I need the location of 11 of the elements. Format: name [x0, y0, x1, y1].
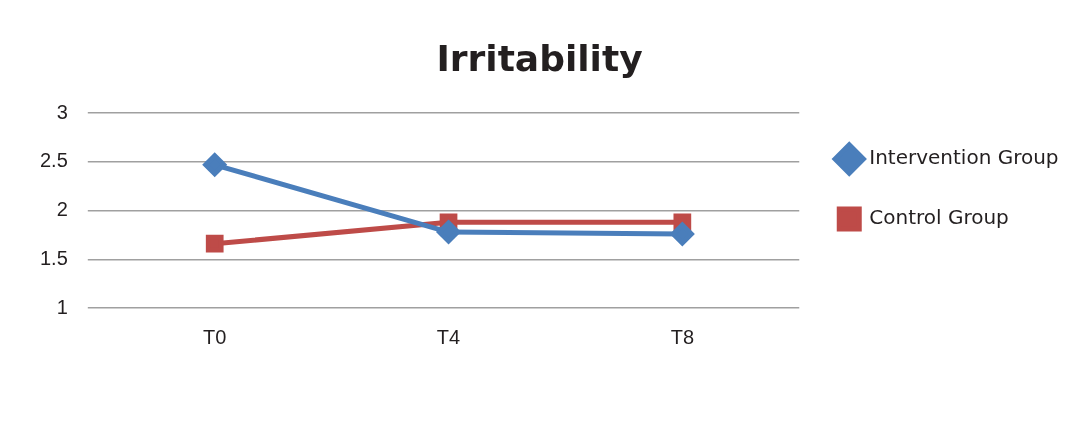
legend-label: Control Group	[869, 205, 1009, 230]
y-tick-label: 3	[56, 100, 68, 123]
x-tick-label: T0	[203, 325, 227, 348]
x-tick-label: T4	[436, 325, 461, 348]
chart-title: Irritability	[436, 37, 643, 79]
legend-label: Intervention Group	[869, 145, 1059, 170]
y-tick-label: 2	[56, 198, 68, 221]
y-tick-label: 1.5	[39, 246, 68, 269]
y-tick-label: 1	[56, 295, 68, 318]
y-tick-label: 2.5	[39, 149, 68, 172]
x-tick-label: T8	[670, 325, 695, 348]
